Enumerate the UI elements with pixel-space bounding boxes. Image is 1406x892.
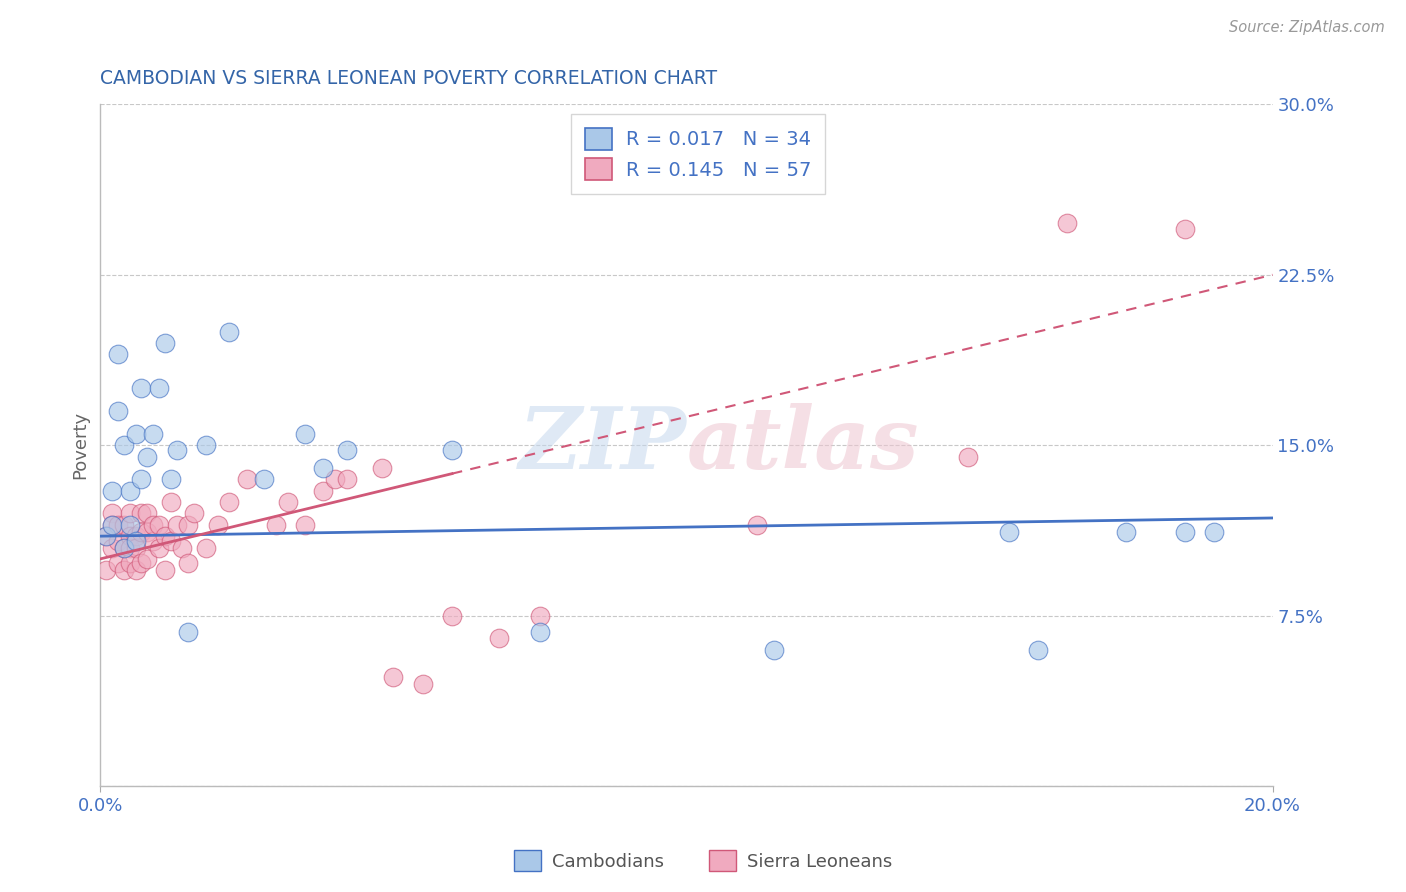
Point bbox=[118, 541, 141, 555]
Point bbox=[194, 541, 217, 555]
Point bbox=[253, 472, 276, 486]
Point bbox=[142, 426, 165, 441]
Point bbox=[312, 461, 335, 475]
Point bbox=[136, 450, 159, 464]
Point bbox=[294, 517, 316, 532]
Point bbox=[96, 529, 118, 543]
Point bbox=[101, 507, 124, 521]
Point bbox=[148, 541, 170, 555]
Point bbox=[323, 472, 346, 486]
Point bbox=[107, 517, 129, 532]
Point bbox=[124, 563, 146, 577]
Point bbox=[148, 381, 170, 395]
Point bbox=[124, 529, 146, 543]
Point bbox=[153, 529, 176, 543]
Point bbox=[294, 426, 316, 441]
Point bbox=[1174, 524, 1197, 539]
Text: atlas: atlas bbox=[686, 403, 920, 487]
Point bbox=[136, 507, 159, 521]
Point bbox=[118, 529, 141, 543]
Point bbox=[218, 325, 240, 339]
Point bbox=[118, 507, 141, 521]
Point bbox=[1202, 524, 1225, 539]
Point bbox=[153, 563, 176, 577]
Point bbox=[136, 524, 159, 539]
Point bbox=[218, 495, 240, 509]
Point bbox=[997, 524, 1019, 539]
Point bbox=[118, 557, 141, 571]
Point bbox=[124, 426, 146, 441]
Point bbox=[763, 642, 786, 657]
Point bbox=[142, 533, 165, 548]
Point bbox=[107, 347, 129, 361]
Point bbox=[96, 529, 118, 543]
Point bbox=[101, 483, 124, 498]
Point bbox=[124, 533, 146, 548]
Point bbox=[370, 461, 392, 475]
Point bbox=[440, 442, 463, 457]
Point bbox=[101, 517, 124, 532]
Point bbox=[136, 552, 159, 566]
Point bbox=[159, 495, 181, 509]
Point bbox=[1174, 222, 1197, 236]
Point bbox=[153, 336, 176, 351]
Point bbox=[177, 557, 200, 571]
Point bbox=[131, 557, 153, 571]
Point bbox=[335, 472, 357, 486]
Point bbox=[488, 632, 510, 646]
Point bbox=[112, 438, 135, 452]
Point bbox=[1115, 524, 1137, 539]
Point bbox=[335, 442, 357, 457]
Point bbox=[745, 517, 768, 532]
Point bbox=[131, 507, 153, 521]
Point bbox=[194, 438, 217, 452]
Point bbox=[118, 483, 141, 498]
Point bbox=[277, 495, 299, 509]
Point bbox=[118, 517, 141, 532]
Point bbox=[312, 483, 335, 498]
Point bbox=[96, 563, 118, 577]
Point bbox=[112, 517, 135, 532]
Point bbox=[131, 524, 153, 539]
Point bbox=[166, 442, 188, 457]
Point bbox=[177, 517, 200, 532]
Point bbox=[207, 517, 229, 532]
Point bbox=[124, 541, 146, 555]
Point bbox=[112, 541, 135, 555]
Point bbox=[440, 608, 463, 623]
Point bbox=[107, 557, 129, 571]
Point bbox=[148, 517, 170, 532]
Point bbox=[101, 541, 124, 555]
Text: CAMBODIAN VS SIERRA LEONEAN POVERTY CORRELATION CHART: CAMBODIAN VS SIERRA LEONEAN POVERTY CORR… bbox=[100, 69, 717, 87]
Point bbox=[131, 381, 153, 395]
Y-axis label: Poverty: Poverty bbox=[72, 411, 89, 479]
Text: ZIP: ZIP bbox=[519, 403, 686, 487]
Point bbox=[177, 624, 200, 639]
Point bbox=[956, 450, 979, 464]
Point bbox=[112, 541, 135, 555]
Legend: R = 0.017   N = 34, R = 0.145   N = 57: R = 0.017 N = 34, R = 0.145 N = 57 bbox=[571, 114, 825, 194]
Point bbox=[412, 677, 434, 691]
Point bbox=[142, 517, 165, 532]
Point bbox=[131, 472, 153, 486]
Text: Source: ZipAtlas.com: Source: ZipAtlas.com bbox=[1229, 20, 1385, 35]
Point bbox=[112, 563, 135, 577]
Point bbox=[101, 517, 124, 532]
Point bbox=[166, 517, 188, 532]
Point bbox=[264, 517, 287, 532]
Point bbox=[529, 624, 551, 639]
Legend: Cambodians, Sierra Leoneans: Cambodians, Sierra Leoneans bbox=[506, 843, 900, 879]
Point bbox=[107, 533, 129, 548]
Point bbox=[382, 670, 405, 684]
Point bbox=[107, 404, 129, 418]
Point bbox=[183, 507, 205, 521]
Point bbox=[159, 472, 181, 486]
Point bbox=[236, 472, 259, 486]
Point bbox=[159, 533, 181, 548]
Point bbox=[1026, 642, 1049, 657]
Point bbox=[1056, 215, 1078, 229]
Point bbox=[172, 541, 194, 555]
Point bbox=[529, 608, 551, 623]
